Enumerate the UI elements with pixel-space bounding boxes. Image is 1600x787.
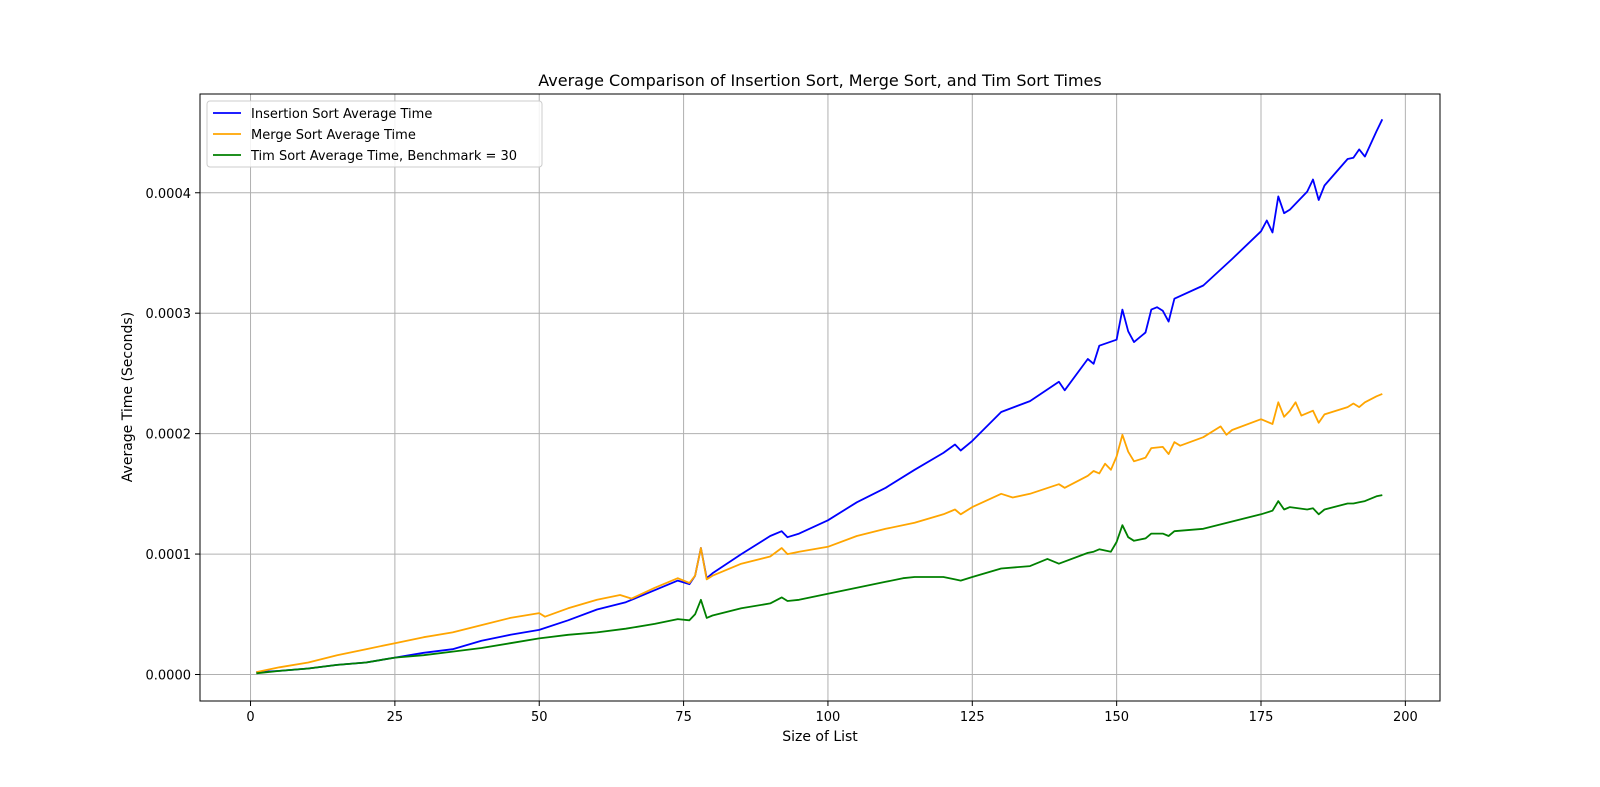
y-axis-title: Average Time (Seconds) bbox=[120, 312, 136, 482]
legend-label: Merge Sort Average Time bbox=[251, 128, 416, 143]
plot-frame bbox=[199, 93, 1441, 702]
x-tick-label: 100 bbox=[816, 710, 841, 725]
y-tick-label: 0.0001 bbox=[146, 548, 192, 563]
x-axis: 0 25 50 75 100 125 150 175 200 bbox=[246, 701, 1418, 725]
y-tick-label: 0.0003 bbox=[146, 307, 192, 322]
x-tick-label: 125 bbox=[960, 710, 985, 725]
x-tick-label: 175 bbox=[1249, 710, 1274, 725]
y-tick-label: 0.0000 bbox=[146, 669, 192, 684]
x-tick-label: 25 bbox=[387, 710, 404, 725]
x-tick-label: 75 bbox=[675, 710, 692, 725]
x-tick-label: 200 bbox=[1393, 710, 1418, 725]
legend-label: Tim Sort Average Time, Benchmark = 30 bbox=[250, 149, 517, 164]
y-axis: 0.0000 0.0001 0.0002 0.0003 0.0004 bbox=[146, 187, 200, 684]
chart-title: Average Comparison of Insertion Sort, Me… bbox=[538, 71, 1101, 90]
legend: Insertion Sort Average Time Merge Sort Av… bbox=[206, 100, 543, 168]
y-tick-label: 0.0004 bbox=[146, 187, 192, 202]
x-tick-label: 0 bbox=[246, 710, 254, 725]
series-lines bbox=[256, 118, 1384, 675]
x-axis-title: Size of List bbox=[782, 729, 858, 745]
legend-box bbox=[206, 100, 543, 168]
grid-lines bbox=[200, 94, 1440, 701]
legend-label: Insertion Sort Average Time bbox=[251, 107, 432, 122]
series-line-2 bbox=[256, 393, 1383, 673]
series-line-3 bbox=[256, 494, 1383, 675]
series-line-1 bbox=[256, 118, 1384, 673]
x-tick-label: 50 bbox=[531, 710, 548, 725]
x-tick-label: 150 bbox=[1104, 710, 1129, 725]
y-tick-label: 0.0002 bbox=[146, 428, 192, 443]
